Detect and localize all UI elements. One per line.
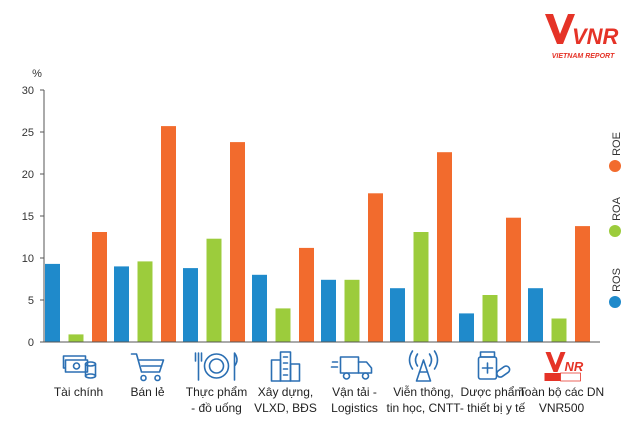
y-axis: 0 5 10 15 20 25 30 <box>22 85 45 349</box>
category-label: VLXD, BĐS <box>254 401 317 415</box>
logo-tagline: VIETNAM REPORT <box>552 53 615 60</box>
bar-roa-2 <box>137 261 153 342</box>
plate-cutlery-icon <box>194 352 238 381</box>
bar-roa-8 <box>551 318 567 342</box>
bar-roa-4 <box>275 308 291 342</box>
y-tick-label: 25 <box>22 127 34 139</box>
category-icons: NR <box>62 350 584 382</box>
bar-roa-3 <box>206 238 222 342</box>
y-tick-label: 0 <box>28 337 34 349</box>
antenna-icon <box>408 350 439 382</box>
category-label: tin học, CNTT <box>386 401 461 415</box>
bar-ros-2 <box>114 266 129 342</box>
money-icon <box>62 355 97 379</box>
buildings-icon <box>270 351 301 382</box>
category-label: - thiết bị y tế <box>460 401 526 415</box>
category-label: Viễn thông, <box>393 384 454 399</box>
truck-icon <box>330 356 373 380</box>
legend-swatch-ros <box>609 296 621 308</box>
category-label: Bán lẻ <box>130 385 164 399</box>
legend-label-roa: ROA <box>611 196 623 221</box>
bar-roe-8 <box>575 226 590 342</box>
category-label: Tài chính <box>54 385 103 399</box>
legend-swatch-roa <box>609 225 621 237</box>
bar-ros-1 <box>45 263 60 342</box>
bar-ros-6 <box>390 288 405 342</box>
y-tick-label: 10 <box>22 253 34 265</box>
y-tick-label: 30 <box>22 85 34 97</box>
category-label: Xây dựng, <box>258 385 313 399</box>
bar-roe-5 <box>368 193 383 342</box>
y-axis-unit-label: % <box>32 68 42 80</box>
bar-roe-7 <box>506 217 521 342</box>
category-label: Thực phẩm <box>186 385 247 399</box>
bar-roa-1 <box>68 334 84 342</box>
shopping-cart-icon <box>130 353 165 382</box>
svg-text:NR: NR <box>565 359 584 374</box>
bar-ros-5 <box>321 279 336 342</box>
vietnam-report-logo: VNR VIETNAM REPORT <box>545 14 619 60</box>
y-tick-label: 20 <box>22 169 34 181</box>
logo-mark-text: VNR <box>572 24 619 49</box>
category-label: VNR500 <box>539 401 585 415</box>
category-label: Dược phẩm <box>461 385 525 399</box>
bar-roe-3 <box>230 142 245 342</box>
category-label: Toàn bộ các DN <box>519 385 604 399</box>
category-label: - đồ uống <box>191 401 242 415</box>
bar-ros-8 <box>528 288 543 342</box>
legend-label-ros: ROS <box>611 268 623 292</box>
bar-roe-2 <box>161 126 176 342</box>
bars-group <box>45 126 590 342</box>
bar-ros-3 <box>183 268 198 342</box>
legend-label-roe: ROE <box>611 132 623 156</box>
y-tick-label: 5 <box>28 295 34 307</box>
vnr500-logo-icon: NR <box>544 352 584 382</box>
y-tick-label: 15 <box>22 211 34 223</box>
bar-roa-7 <box>482 295 498 342</box>
legend-swatch-roe <box>609 160 621 172</box>
legend: ROS ROA ROE <box>609 132 623 308</box>
bar-roe-6 <box>437 152 452 342</box>
bar-roa-6 <box>413 232 429 342</box>
medicine-icon <box>477 351 511 380</box>
bar-ros-7 <box>459 313 474 342</box>
bar-roe-4 <box>299 247 314 342</box>
category-labels: Tài chính Bán lẻ Thực phẩm - đồ uống Xây dựn… <box>54 384 604 415</box>
category-label: Logistics <box>331 401 378 415</box>
bar-roe-1 <box>92 232 107 342</box>
logo-mark-icon <box>545 14 575 44</box>
bar-ros-4 <box>252 274 267 342</box>
bar-roa-5 <box>344 279 360 342</box>
category-label: Vận tải - <box>332 385 377 399</box>
